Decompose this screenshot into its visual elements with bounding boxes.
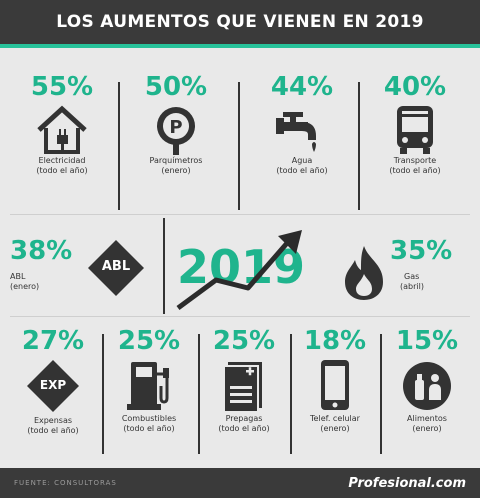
percentage: 50%	[144, 72, 208, 102]
item-period: (enero)	[412, 424, 442, 433]
fuel-pump-icon	[127, 362, 169, 410]
item-transporte: 40% Transporte (todo el año)	[360, 72, 470, 176]
brand-logo: Profesional.com	[348, 475, 466, 491]
exp-badge-text: EXP	[39, 378, 67, 392]
header-bar: LOS AUMENTOS QUE VIENEN EN 2019	[0, 0, 480, 48]
item-period: (todo el año)	[36, 166, 88, 175]
percentage: 18%	[303, 326, 367, 356]
item-period: (abril)	[400, 282, 424, 291]
year-center: 2019	[170, 222, 312, 314]
item-label: Expensas	[33, 416, 73, 425]
mobile-phone-icon	[321, 360, 349, 410]
row-separator	[10, 316, 470, 317]
parking-meter-icon: P	[157, 107, 195, 155]
item-label: Electricidad	[38, 156, 86, 165]
item-period: (todo el año)	[27, 426, 79, 435]
item-period: (enero)	[320, 424, 350, 433]
item-label: Telef. celular	[310, 414, 360, 423]
item-label: Gas	[404, 272, 420, 281]
percentage: 15%	[395, 326, 459, 356]
item-period: (todo el año)	[123, 424, 175, 433]
item-expensas: 27% EXP Expensas (todo el año)	[8, 326, 98, 436]
document-plus-icon	[223, 362, 262, 413]
item-period: (enero)	[10, 282, 40, 291]
divider	[118, 82, 120, 210]
item-label: Parquímetros	[149, 156, 203, 165]
item-label: Agua	[291, 156, 313, 165]
item-alimentos: 15% Alimentos (enero)	[382, 326, 472, 434]
abl-badge: ABL	[86, 238, 146, 298]
flame-icon	[345, 246, 383, 300]
percentage: 27%	[21, 326, 85, 356]
item-period: (todo el año)	[389, 166, 441, 175]
percentage: 55%	[30, 72, 94, 102]
item-label: Transporte	[393, 156, 437, 165]
divider	[198, 334, 200, 454]
item-period: (todo el año)	[276, 166, 328, 175]
item-prepagas: 25% Prepagas (todo el año)	[200, 326, 288, 434]
item-telef-celular: 18% Telef. celular (enero)	[292, 326, 378, 434]
row-separator	[10, 214, 470, 215]
percentage: 38%	[10, 236, 73, 266]
item-period: (todo el año)	[218, 424, 270, 433]
abl-badge-text: ABL	[101, 259, 131, 274]
item-combustibles: 25% Combustibles (todo el año)	[104, 326, 194, 434]
divider	[102, 334, 104, 454]
item-period: (enero)	[161, 166, 191, 175]
item-label: ABL	[10, 272, 26, 281]
exp-diamond-icon	[27, 360, 79, 412]
abl-diamond-icon	[88, 240, 144, 296]
item-electricidad: 55% Electricidad (todo el año)	[8, 72, 116, 176]
item-label: Prepagas	[225, 414, 263, 423]
divider	[238, 82, 240, 210]
percentage: 25%	[117, 326, 181, 356]
page-title: LOS AUMENTOS QUE VIENEN EN 2019	[56, 12, 424, 32]
item-gas: 35% Gas (abril)	[390, 236, 470, 292]
divider	[380, 334, 382, 454]
rising-arrow-icon	[176, 230, 302, 311]
divider	[290, 334, 292, 454]
item-parquimetros: 50% P Parquímetros (enero)	[122, 72, 230, 176]
source-text: FUENTE: CONSULTORAS	[14, 479, 117, 487]
bus-icon	[397, 106, 433, 154]
svg-text:P: P	[169, 117, 182, 138]
groceries-icon	[403, 362, 451, 410]
percentage: 35%	[390, 236, 453, 266]
item-label: Combustibles	[121, 414, 177, 423]
water-tap-icon	[276, 112, 316, 152]
percentage: 40%	[383, 72, 447, 102]
footer-bar: FUENTE: CONSULTORAS Profesional.com	[0, 468, 480, 498]
percentage: 25%	[212, 326, 276, 356]
exp-badge: EXP	[25, 358, 81, 414]
item-agua: 44% Agua (todo el año)	[248, 72, 356, 176]
item-abl: 38% ABL (enero)	[10, 236, 90, 292]
house-plug-icon	[37, 105, 87, 154]
divider	[163, 218, 165, 314]
percentage: 44%	[270, 72, 334, 102]
divider	[358, 82, 360, 210]
gas-flame	[334, 236, 394, 306]
item-label: Alimentos	[407, 414, 447, 423]
